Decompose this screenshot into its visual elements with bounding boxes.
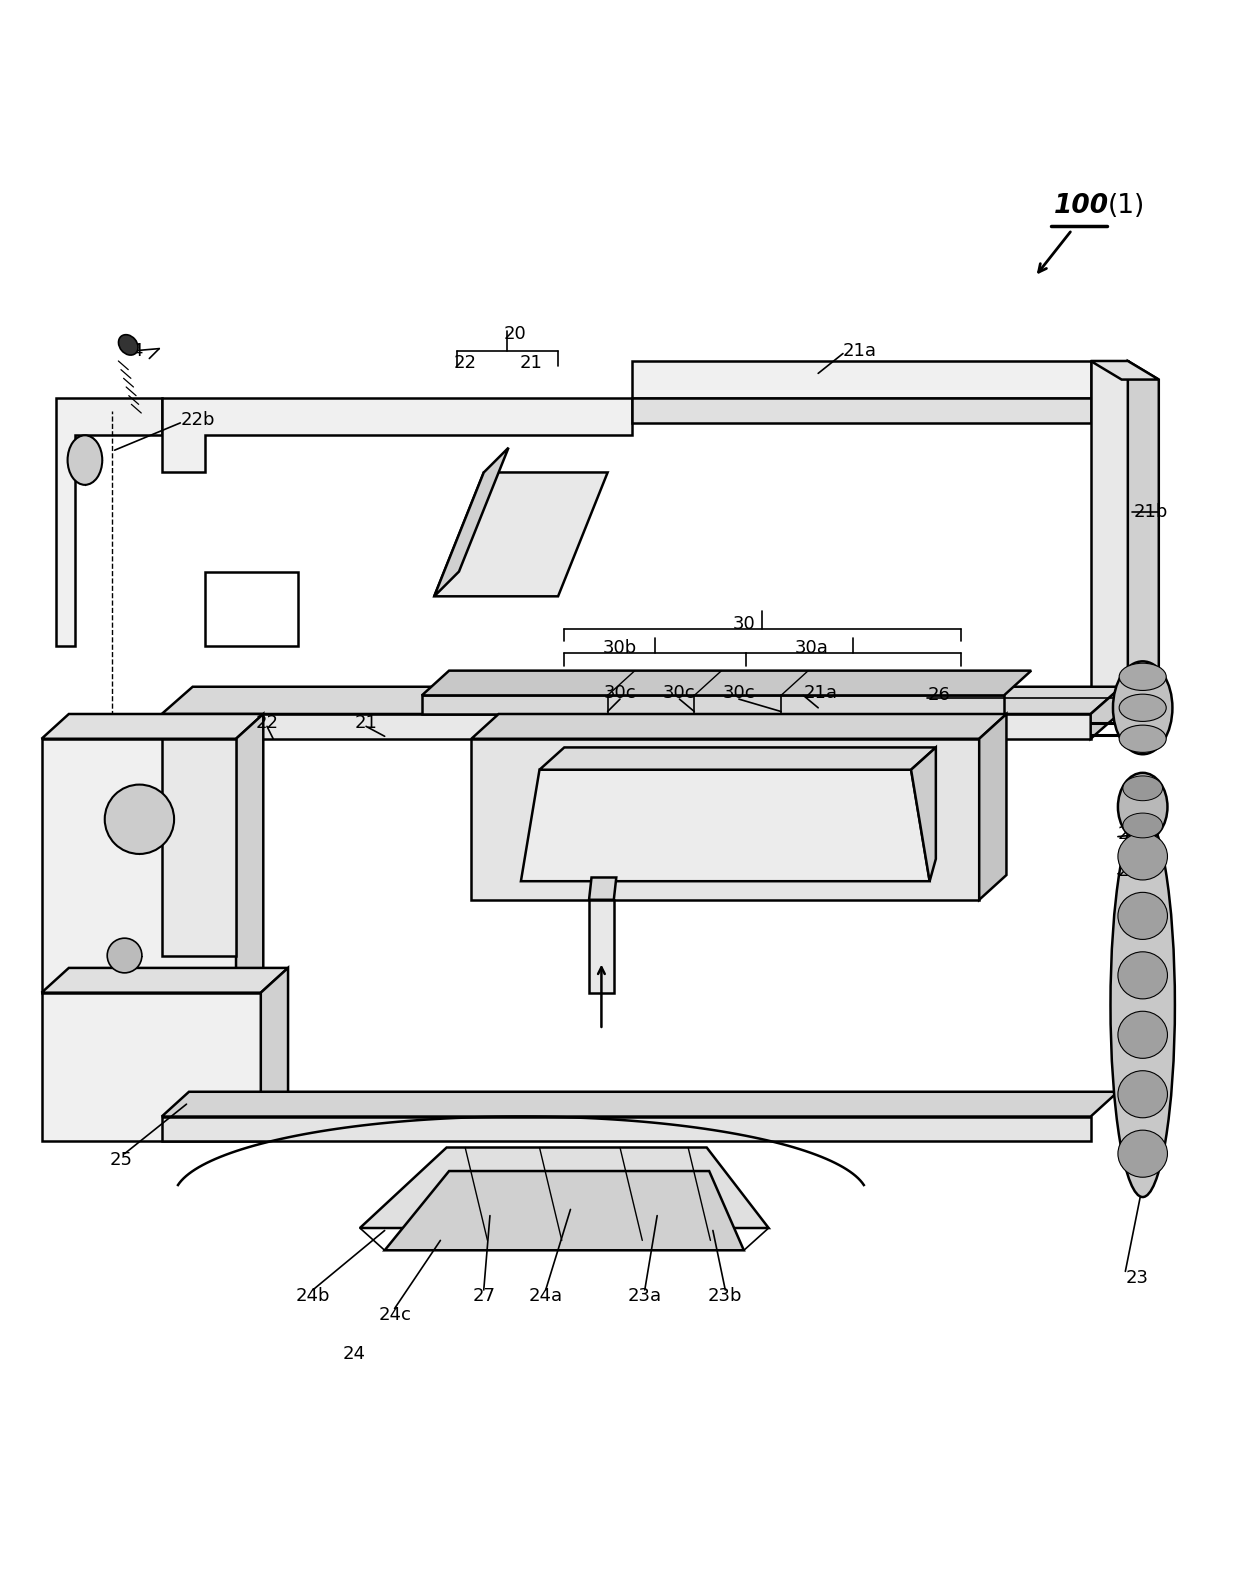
Text: 24a: 24a	[528, 1287, 563, 1305]
Polygon shape	[632, 399, 1091, 423]
Text: 20: 20	[503, 324, 526, 343]
Text: 27: 27	[472, 1287, 495, 1305]
Ellipse shape	[1111, 814, 1174, 1197]
Polygon shape	[161, 686, 1122, 713]
Text: 21a: 21a	[843, 342, 877, 361]
Polygon shape	[422, 671, 1032, 696]
Polygon shape	[539, 747, 936, 769]
Text: 100: 100	[1054, 192, 1109, 219]
Polygon shape	[1128, 361, 1159, 713]
Polygon shape	[1091, 686, 1122, 739]
Text: 23a: 23a	[627, 1287, 662, 1305]
Text: 21a: 21a	[804, 683, 837, 702]
Text: (1): (1)	[1109, 192, 1146, 219]
Text: 22b: 22b	[180, 412, 215, 429]
Text: 30a: 30a	[795, 639, 828, 658]
Text: 30c: 30c	[723, 683, 755, 702]
Polygon shape	[980, 713, 1007, 899]
Text: 30b: 30b	[603, 639, 637, 658]
Ellipse shape	[1118, 893, 1168, 939]
Polygon shape	[161, 399, 632, 472]
Text: 25: 25	[109, 1150, 133, 1170]
Text: 30: 30	[733, 615, 755, 632]
Polygon shape	[911, 747, 936, 882]
Text: 22: 22	[255, 713, 279, 731]
Ellipse shape	[1118, 1130, 1168, 1177]
Text: 22: 22	[454, 354, 476, 372]
Polygon shape	[589, 899, 614, 993]
Ellipse shape	[1118, 772, 1168, 841]
Polygon shape	[236, 713, 263, 993]
Polygon shape	[42, 713, 263, 739]
Ellipse shape	[119, 335, 138, 354]
Polygon shape	[42, 968, 288, 993]
Ellipse shape	[1118, 1011, 1168, 1058]
Polygon shape	[42, 739, 236, 993]
Polygon shape	[161, 1092, 1118, 1117]
Polygon shape	[471, 713, 1007, 739]
Ellipse shape	[1118, 1071, 1168, 1117]
Text: 24c: 24c	[378, 1306, 410, 1324]
Text: 24: 24	[342, 1346, 366, 1363]
Text: 21b: 21b	[1118, 863, 1152, 880]
Text: 30c: 30c	[604, 683, 636, 702]
Text: 23: 23	[1126, 1268, 1148, 1287]
Polygon shape	[1091, 361, 1159, 380]
Polygon shape	[161, 1117, 1091, 1141]
Polygon shape	[360, 1147, 769, 1228]
Polygon shape	[632, 361, 1091, 399]
Polygon shape	[422, 696, 1004, 713]
Text: 21: 21	[520, 354, 542, 372]
Polygon shape	[1091, 361, 1128, 696]
Circle shape	[107, 938, 141, 972]
Ellipse shape	[1118, 952, 1168, 999]
Polygon shape	[589, 877, 616, 899]
Text: 30c: 30c	[663, 683, 696, 702]
Ellipse shape	[1120, 663, 1167, 691]
Polygon shape	[521, 769, 930, 882]
Ellipse shape	[1118, 833, 1168, 880]
Ellipse shape	[1123, 775, 1163, 801]
Ellipse shape	[1120, 694, 1167, 721]
Text: 4: 4	[130, 342, 143, 361]
Polygon shape	[161, 739, 236, 955]
Text: 23c: 23c	[1118, 825, 1151, 844]
Text: 26: 26	[928, 686, 950, 704]
Text: 24b: 24b	[295, 1287, 330, 1305]
Text: 23b: 23b	[708, 1287, 743, 1305]
Ellipse shape	[1120, 725, 1167, 752]
Ellipse shape	[67, 435, 102, 485]
Polygon shape	[260, 968, 288, 1141]
Polygon shape	[57, 399, 161, 645]
Polygon shape	[434, 448, 508, 596]
Polygon shape	[384, 1171, 744, 1251]
Polygon shape	[471, 739, 980, 899]
Polygon shape	[42, 993, 260, 1141]
Circle shape	[104, 785, 174, 853]
Text: 21b: 21b	[1135, 504, 1168, 521]
Polygon shape	[161, 713, 1091, 739]
Ellipse shape	[1114, 661, 1173, 755]
Polygon shape	[434, 472, 608, 596]
Text: 21: 21	[355, 713, 377, 731]
Ellipse shape	[1123, 814, 1163, 837]
Polygon shape	[205, 572, 298, 645]
